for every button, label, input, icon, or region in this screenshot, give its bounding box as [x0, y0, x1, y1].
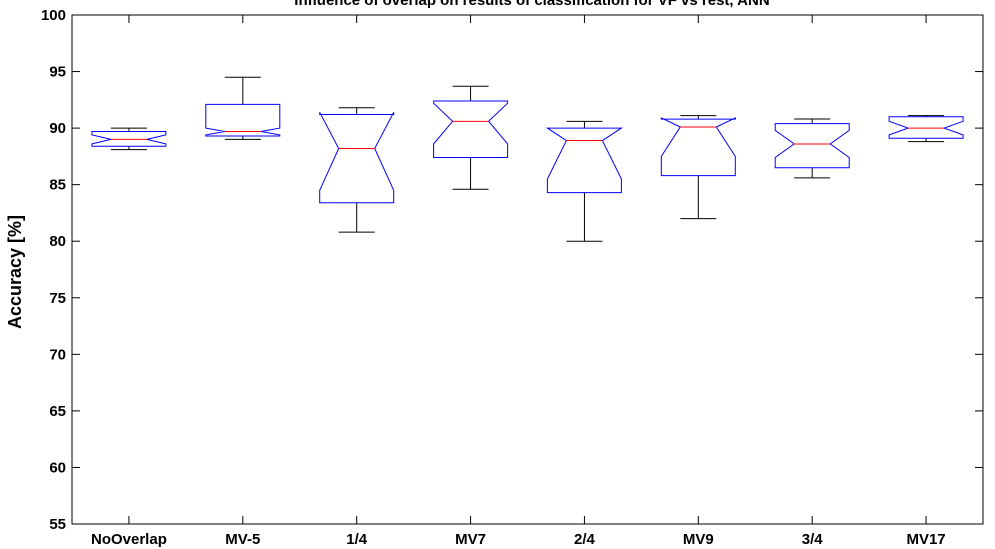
box-2: [205, 76, 281, 140]
x-tick-label: MV-5: [225, 531, 260, 548]
y-tick-label: 55: [49, 516, 66, 533]
y-tick-label: 80: [49, 233, 66, 250]
x-tick-label: 3/4: [802, 531, 824, 548]
x-tick-label: NoOverlap: [91, 531, 167, 548]
y-tick-label: 95: [49, 64, 66, 81]
x-tick-label: 2/4: [574, 531, 596, 548]
box-8: [888, 115, 964, 143]
box-5: [545, 120, 624, 242]
notched-box: [319, 112, 395, 204]
y-tick-label: 70: [49, 346, 66, 363]
notched-box: [888, 116, 964, 139]
plot-frame: [71, 14, 984, 525]
y-tick-label: 90: [49, 120, 66, 137]
x-tick-labels: NoOverlap MV-5 1/4 MV7 2/4 MV9 3/4 MV17: [91, 531, 946, 548]
notched-box: [545, 127, 624, 194]
y-tick-label: 65: [49, 403, 66, 420]
x-tick-label: 1/4: [346, 531, 368, 548]
y-tick-label: 100: [41, 7, 66, 24]
x-tick-label: MV9: [683, 531, 714, 548]
notched-box: [660, 117, 736, 177]
x-tick-label: MV7: [455, 531, 486, 548]
y-tick-label: 85: [49, 177, 66, 194]
notched-box: [774, 123, 850, 169]
plot-axes: [71, 14, 984, 525]
y-tick-labels: 55 60 65 70 75 80 85 90 95 100: [41, 7, 66, 533]
box-4: [433, 85, 509, 190]
box-7: [774, 118, 850, 179]
boxes-layer: [91, 76, 964, 242]
box-3: [319, 107, 395, 233]
y-axis-label: Accuracy [%]: [5, 215, 25, 329]
notched-box: [433, 100, 509, 158]
box-6: [660, 115, 736, 220]
box-1: [91, 127, 167, 151]
notched-box: [205, 103, 281, 137]
chart-title: Influence of overlap on results of class…: [294, 0, 769, 9]
y-tick-label: 75: [49, 290, 66, 307]
notched-box: [91, 131, 167, 147]
y-tick-label: 60: [49, 459, 66, 476]
x-tick-label: MV17: [906, 531, 945, 548]
